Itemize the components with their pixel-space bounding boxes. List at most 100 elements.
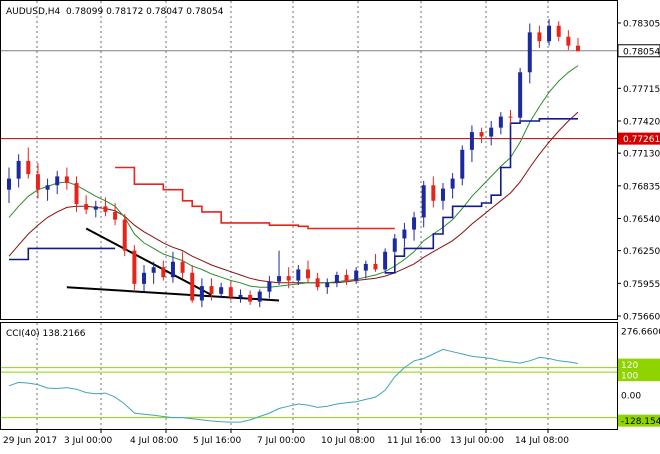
- candle-body[interactable]: [363, 263, 368, 271]
- candle-body[interactable]: [489, 127, 494, 137]
- cci-axis-max: 276.6600: [621, 328, 660, 338]
- price-label: 0.75660: [623, 313, 660, 323]
- candle-body[interactable]: [257, 291, 262, 302]
- candle-body[interactable]: [344, 275, 349, 281]
- signal-line-blue: [385, 118, 578, 274]
- symbol-label: AUDUSD,H4: [6, 7, 61, 17]
- candle-body[interactable]: [508, 116, 513, 118]
- time-label: 11 Jul 16:00: [387, 436, 441, 446]
- candle-body[interactable]: [74, 183, 79, 205]
- cci-level-120: 120: [621, 361, 638, 371]
- candle-body[interactable]: [402, 229, 407, 239]
- candle-body[interactable]: [334, 275, 339, 283]
- hline-price-box: [618, 132, 660, 145]
- candle-body[interactable]: [286, 276, 291, 281]
- time-label: 3 Jul 00:00: [64, 436, 113, 446]
- candle-body[interactable]: [142, 272, 147, 284]
- signal-line-red: [115, 166, 395, 230]
- candle-body[interactable]: [440, 188, 445, 201]
- candle-body[interactable]: [16, 160, 21, 179]
- candle-body[interactable]: [460, 149, 465, 179]
- candle-body[interactable]: [431, 185, 436, 201]
- ohlc-label: 0.78099 0.78172 0.78047 0.78054: [66, 7, 224, 17]
- candle-body[interactable]: [219, 287, 224, 294]
- candle-body[interactable]: [354, 270, 359, 281]
- cci-line: [8, 348, 579, 423]
- cci-level-100-box: [618, 369, 660, 382]
- price-label: 0.76835: [623, 182, 660, 192]
- candle-body[interactable]: [518, 72, 523, 118]
- candle-body[interactable]: [35, 174, 40, 190]
- candle-body[interactable]: [498, 116, 503, 128]
- candle-body[interactable]: [122, 219, 127, 251]
- candle-body[interactable]: [84, 204, 89, 210]
- candle-body[interactable]: [392, 238, 397, 252]
- price-axis: 0.78305 0.78054 0.77715 0.77420 0.77261 0.771…: [617, 19, 660, 323]
- candle-body[interactable]: [161, 267, 166, 278]
- candle-body[interactable]: [64, 176, 69, 184]
- candle-body[interactable]: [45, 185, 50, 190]
- candle-body[interactable]: [566, 36, 571, 46]
- candle-body[interactable]: [479, 132, 484, 137]
- moving-average-green: [8, 65, 579, 288]
- candle-body[interactable]: [556, 25, 561, 37]
- candle-body[interactable]: [547, 25, 552, 42]
- time-label: 29 Jun 2017: [3, 436, 57, 446]
- price-label: 0.76540: [623, 215, 660, 225]
- candle-body[interactable]: [325, 282, 330, 288]
- price-label: 0.77715: [623, 85, 660, 95]
- price-panel-frame: [0, 0, 618, 320]
- cci-label: CCI(40) 138.2166: [6, 329, 86, 339]
- candle-body[interactable]: [527, 32, 532, 73]
- candle-body[interactable]: [170, 261, 175, 278]
- candle-body[interactable]: [26, 160, 31, 175]
- cci-axis-min: -128.1542: [621, 417, 660, 427]
- candle-body[interactable]: [296, 269, 301, 281]
- candle-body[interactable]: [421, 185, 426, 218]
- candle-body[interactable]: [315, 278, 320, 288]
- current-price-box: [617, 44, 660, 58]
- candle-body[interactable]: [7, 178, 11, 190]
- price-label: 0.78054: [623, 47, 660, 57]
- candle-body[interactable]: [469, 132, 474, 150]
- candle-body[interactable]: [305, 269, 310, 279]
- cci-level-120-box: [618, 358, 660, 371]
- candle-body[interactable]: [238, 294, 243, 298]
- cci-axis-min-box: [618, 414, 660, 427]
- time-label: 10 Jul 08:00: [321, 436, 375, 446]
- candle-body[interactable]: [199, 286, 204, 301]
- candles[interactable]: [7, 19, 580, 308]
- candle-body[interactable]: [113, 211, 118, 220]
- candle-body[interactable]: [248, 294, 253, 302]
- candle-body[interactable]: [132, 250, 137, 284]
- candle-body[interactable]: [576, 45, 580, 52]
- candle-body[interactable]: [209, 286, 214, 294]
- time-label: 7 Jul 00:00: [257, 436, 306, 446]
- candle-body[interactable]: [180, 261, 185, 273]
- candle-body[interactable]: [103, 206, 108, 212]
- price-label: 0.75955: [623, 280, 660, 290]
- candle-body[interactable]: [383, 251, 388, 270]
- time-label: 14 Jul 08:00: [515, 436, 569, 446]
- candle-body[interactable]: [537, 32, 542, 42]
- indicator-lines: [1, 50, 617, 302]
- candle-body[interactable]: [450, 178, 455, 189]
- cci-level-100: 100: [621, 372, 638, 382]
- candle-body[interactable]: [373, 263, 378, 270]
- candle-body[interactable]: [190, 272, 195, 301]
- candle-body[interactable]: [267, 281, 272, 292]
- cci-axis-zero: 0.00: [621, 391, 641, 401]
- candle-body[interactable]: [93, 206, 98, 210]
- candle-body[interactable]: [55, 176, 60, 186]
- price-label: 0.77130: [623, 150, 660, 160]
- candle-body[interactable]: [412, 217, 417, 230]
- trendline[interactable]: [66, 286, 280, 302]
- candle-body[interactable]: [277, 276, 282, 282]
- time-label: 5 Jul 16:00: [193, 436, 242, 446]
- candle-body[interactable]: [228, 287, 233, 298]
- candle-body[interactable]: [151, 267, 156, 273]
- signal-line-blue: [9, 247, 116, 261]
